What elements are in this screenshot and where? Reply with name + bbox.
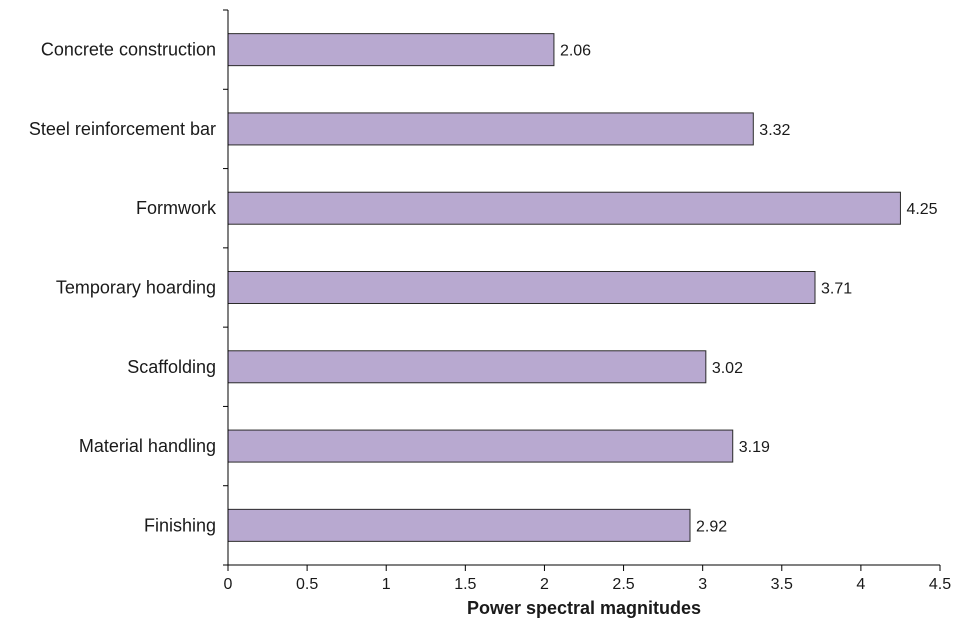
bar (227, 508, 691, 542)
value-label: 3.02 (712, 360, 743, 377)
bar (227, 429, 734, 463)
bar (227, 33, 555, 67)
value-label: 2.92 (696, 518, 727, 535)
x-tick-label: 4.5 (929, 576, 951, 593)
bar (227, 271, 816, 304)
bar (227, 350, 707, 384)
bar (227, 191, 901, 225)
category-label: Finishing (144, 515, 216, 535)
x-tick-label: 3.5 (771, 576, 793, 593)
category-label: Formwork (136, 198, 217, 218)
value-label: 3.71 (821, 281, 852, 298)
x-tick-label: 0.5 (296, 576, 318, 593)
x-axis-title: Power spectral magnitudes (467, 598, 701, 618)
x-tick-label: 0 (224, 576, 233, 593)
bars-group (227, 33, 901, 542)
value-label: 3.19 (739, 439, 770, 456)
x-tick-label: 2 (540, 576, 549, 593)
x-tick-label: 2.5 (612, 576, 634, 593)
category-label: Concrete construction (41, 40, 216, 60)
y-ticks-group (223, 9, 228, 566)
x-tick-label: 1.5 (454, 576, 476, 593)
category-labels: Concrete construction Steel reinforcement… (29, 40, 217, 536)
category-label: Temporary hoarding (56, 278, 216, 298)
x-tick-label: 3 (698, 576, 707, 593)
value-label: 3.32 (759, 122, 790, 139)
category-label: Steel reinforcement bar (29, 119, 216, 139)
value-label: 4.25 (906, 201, 937, 218)
value-label: 2.06 (560, 43, 591, 60)
x-tick-label: 1 (382, 576, 391, 593)
x-tick-label: 4 (856, 576, 865, 593)
category-label: Material handling (79, 436, 216, 456)
category-label: Scaffolding (127, 357, 216, 377)
value-labels: 2.06 3.32 4.25 3.71 3.02 3.19 2.92 (560, 43, 938, 536)
bar (227, 112, 754, 146)
x-ticks-group: 0 0.5 1 1.5 2 2.5 3 3.5 4 4.5 (224, 565, 951, 593)
